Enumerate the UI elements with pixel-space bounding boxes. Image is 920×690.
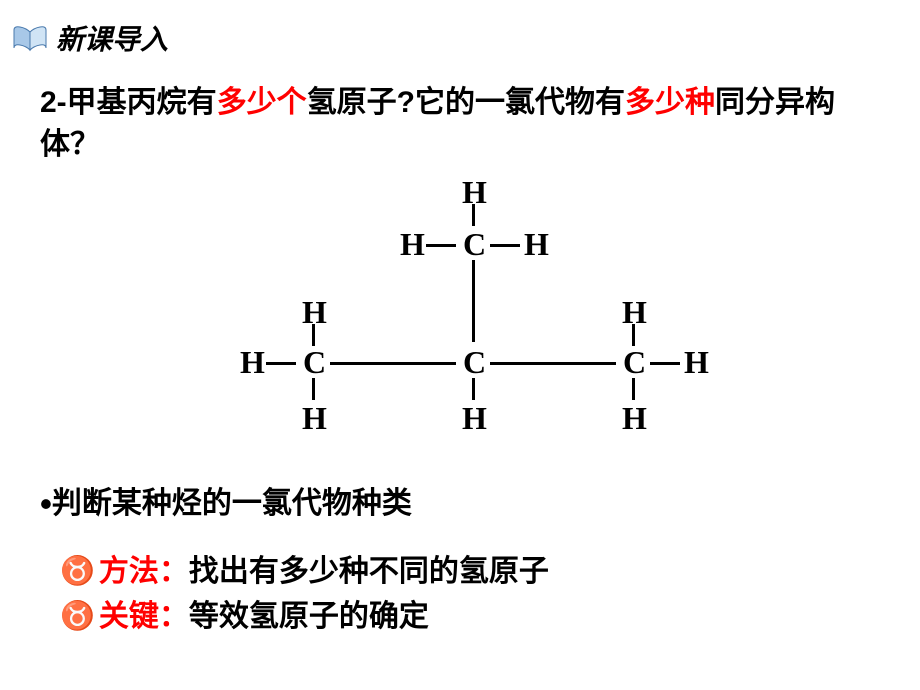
atom-c: C: [463, 344, 486, 381]
method1-label: 方法：: [99, 549, 189, 594]
q-part1: 2-甲基丙烷有: [40, 86, 217, 119]
bond: [472, 378, 475, 400]
bullet: •: [40, 486, 52, 524]
methods-block: ♉方法：找出有多少种不同的氢原子 ♉关键：等效氢原子的确定: [0, 525, 920, 639]
method2-text: 等效氢原子的确定: [189, 594, 429, 639]
q-part3: 氢原子?它的一氯代物有: [307, 86, 625, 119]
atom-h: H: [462, 400, 487, 437]
method-line-2: ♉关键：等效氢原子的确定: [60, 594, 880, 639]
molecule-diagram: H C H H H H C H C H H C H H: [200, 174, 720, 474]
method-symbol: ♉: [60, 550, 95, 592]
atom-h: H: [400, 226, 425, 263]
bond: [632, 324, 635, 346]
atom-h: H: [524, 226, 549, 263]
bond: [490, 362, 616, 365]
atom-c: C: [623, 344, 646, 381]
atom-c: C: [303, 344, 326, 381]
header-title: 新课导入: [56, 18, 168, 58]
atom-h: H: [240, 344, 265, 381]
bond: [312, 378, 315, 400]
bond: [426, 244, 456, 247]
bond: [490, 244, 520, 247]
bond: [650, 362, 680, 365]
bond: [312, 324, 315, 346]
method-symbol: ♉: [60, 595, 95, 637]
method2-label: 关键：: [99, 594, 189, 639]
atom-h: H: [302, 400, 327, 437]
bond: [330, 362, 456, 365]
atom-h: H: [684, 344, 709, 381]
bond: [472, 260, 475, 342]
book-icon: [12, 24, 48, 52]
slide-header: 新课导入: [0, 0, 920, 58]
subheading-text: 判断某种烃的一氯代物种类: [52, 487, 412, 520]
question-text: 2-甲基丙烷有多少个氢原子?它的一氯代物有多少种同分异构体？: [0, 58, 920, 166]
method-line-1: ♉方法：找出有多少种不同的氢原子: [60, 549, 880, 594]
atom-c: C: [463, 226, 486, 263]
q-part4: 多少种: [625, 86, 715, 119]
atom-h: H: [622, 400, 647, 437]
method1-text: 找出有多少种不同的氢原子: [189, 549, 549, 594]
q-part2: 多少个: [217, 86, 307, 119]
bond: [472, 204, 475, 226]
bond: [632, 378, 635, 400]
bond: [266, 362, 296, 365]
subheading: •判断某种烃的一氯代物种类: [0, 474, 920, 525]
